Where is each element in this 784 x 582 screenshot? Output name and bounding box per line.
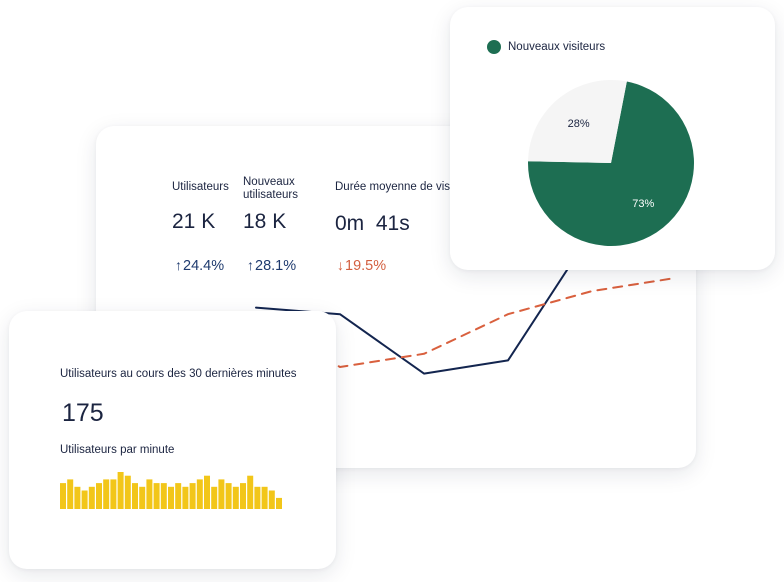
- arrow-down-icon: ↓: [337, 257, 344, 273]
- minute-bar: [268, 490, 275, 509]
- minute-bar: [225, 483, 232, 509]
- pie-slice-label-1: 28%: [568, 118, 590, 130]
- minute-bar: [204, 475, 210, 509]
- minute-bar: [240, 483, 246, 509]
- users-per-minute-bar-chart: [60, 472, 282, 509]
- metric-label-users: Utilisateurs: [172, 181, 229, 193]
- new-visitors-card: Nouveaux visiteurs 73% 28%: [450, 7, 775, 270]
- minute-bar: [211, 486, 218, 509]
- pie-slice-0: [528, 81, 694, 247]
- minute-bar: [67, 479, 74, 509]
- minute-bar: [96, 483, 102, 509]
- minute-bar: [60, 483, 66, 509]
- minute-bar: [218, 479, 225, 509]
- minute-bar: [189, 483, 196, 509]
- metric-value-users: 21 K: [172, 210, 216, 233]
- minute-bar: [103, 479, 110, 509]
- minute-bar: [196, 479, 203, 509]
- minute-bar: [81, 490, 88, 509]
- minute-bar: [254, 486, 261, 509]
- metric-label-avg-duration: Durée moyenne de vis: [335, 181, 451, 193]
- metric-change-avg-duration: ↓19.5%: [337, 257, 386, 274]
- metric-change-users-value: 24.4%: [183, 258, 225, 274]
- pie-slice-1: [528, 79, 627, 163]
- metric-change-users: ↑24.4%: [175, 257, 224, 274]
- realtime-value: 175: [62, 399, 104, 427]
- arrow-up-icon: ↑: [247, 257, 254, 273]
- minute-bar: [276, 497, 282, 509]
- pie-slice-label-0: 73%: [632, 198, 654, 210]
- minute-bar: [117, 472, 124, 509]
- legend-label: Nouveaux visiteurs: [508, 41, 606, 53]
- minute-bar: [168, 486, 174, 509]
- metric-change-new-users: ↑28.1%: [247, 257, 296, 274]
- minute-bar: [153, 483, 160, 509]
- metric-change-avg-duration-value: 19.5%: [345, 258, 387, 274]
- metric-change-new-users-value: 28.1%: [255, 258, 297, 274]
- metric-label-new-users: Nouveaux utilisateurs: [243, 176, 298, 201]
- pie-legend: Nouveaux visiteurs: [487, 40, 605, 54]
- minute-bar: [88, 486, 95, 509]
- minute-bar: [247, 475, 254, 509]
- metric-value-avg-duration: 0m 41s: [335, 212, 410, 235]
- realtime-subtitle: Utilisateurs par minute: [60, 444, 175, 456]
- minute-bar: [124, 475, 131, 509]
- realtime-title: Utilisateurs au cours des 30 dernières m…: [60, 368, 297, 380]
- arrow-up-icon: ↑: [175, 257, 182, 273]
- minute-bar: [261, 486, 268, 509]
- minute-bar: [182, 486, 189, 509]
- minute-bar: [146, 479, 153, 509]
- minute-bar: [74, 486, 81, 509]
- minute-bar: [160, 483, 167, 509]
- minute-bar: [232, 486, 239, 509]
- metric-value-new-users: 18 K: [243, 210, 287, 233]
- minute-bar: [110, 479, 117, 509]
- new-visitors-pie-chart: 73% 28%: [528, 79, 694, 247]
- minute-bar: [132, 483, 138, 509]
- minute-bar: [175, 483, 182, 509]
- realtime-card: Utilisateurs au cours des 30 dernières m…: [9, 311, 336, 569]
- legend-swatch: [487, 40, 501, 54]
- minute-bar: [139, 486, 146, 509]
